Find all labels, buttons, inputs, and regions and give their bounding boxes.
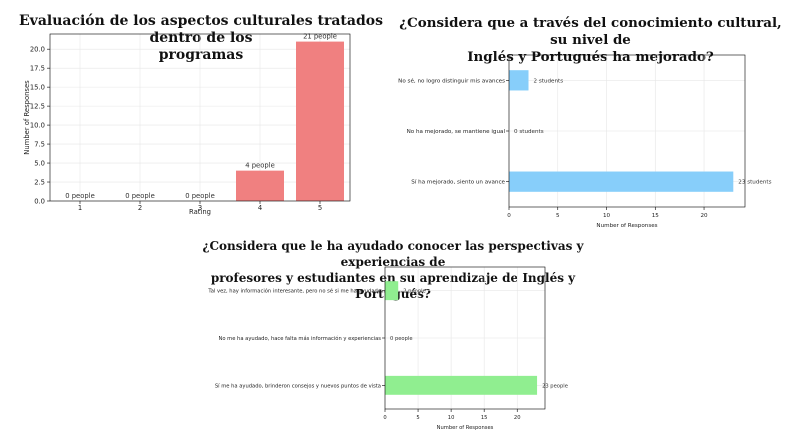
chart3-data-label: 2 people [403,289,426,295]
chart1-ytick-label: 10.0 [30,122,45,130]
chart1-ytick-label: 2.5 [34,179,45,187]
chart1-ytick-label: 7.5 [34,141,45,149]
chart2-data-label: 0 students [514,129,544,135]
chart2-xlabel: Number of Responses [596,223,657,229]
chart3-xlabel: Number of Responses [437,425,494,431]
chart1-data-label: 0 people [125,192,155,200]
chart3-category-label: Tal vez, hay información interesante, pe… [207,288,381,295]
chart1-title-line2: programas [158,47,244,63]
chart2-xtick-label: 0 [507,213,511,219]
chart2-title: ¿Considera que a través del conocimiento… [398,15,783,66]
chart2-title-line1: ¿Considera que a través del conocimiento… [399,15,782,48]
chart1-xtick-label: 3 [198,204,202,212]
chart3-bar-0 [385,281,399,301]
chart2-xtick-label: 5 [556,213,560,219]
chart2-plot-frame [508,54,746,208]
chart3-data-label: 23 people [542,383,568,389]
chart1-data-label: 0 people [65,192,95,200]
chart2-bar-2 [509,171,734,192]
chart2-data-label: 23 students [738,180,771,186]
chart3-category-label: Sí me ha ayudado, brinderon consejos y n… [215,382,381,389]
chart1-xtick-label: 1 [78,204,82,212]
chart1-xtick-label: 2 [138,204,142,212]
chart3-xtick-label: 20 [514,415,521,421]
chart3-xtick-label: 5 [416,415,419,421]
chart1-xlabel: Rating [189,208,211,216]
chart1-ytick-label: 12.5 [30,103,45,111]
chart2-category-label: No sé, no logro distinguir mis avances [398,77,505,84]
chart1-ytick-label: 20.0 [30,46,45,54]
chart1-ytick-label: 0.0 [34,198,45,206]
chart1-xtick-label: 5 [318,204,322,212]
chart2-data-label: 2 students [534,78,564,84]
chart3-xtick-label: 0 [383,415,386,421]
chart3-data-label: 0 people [390,336,413,342]
chart1-ytick-label: 17.5 [30,65,45,73]
chart1-data-label: 0 people [185,192,215,200]
chart3-xtick-label: 10 [448,415,455,421]
chart1-bar-4 [236,170,284,201]
chart2-bar-0 [509,70,529,91]
chart1-ytick-label: 15.0 [30,84,45,92]
chart2-title-line2: Inglés y Portugués ha mejorado? [467,49,714,65]
chart1-data-label: 21 people [303,33,337,41]
chart2-xtick-label: 10 [603,213,611,219]
chart1-ytick-label: 5.0 [34,160,45,168]
chart1-plot-frame [49,33,351,202]
chart3-category-label: No me ha ayudado, hace falta más informa… [218,335,381,342]
chart1-ylabel: Number of Responses [23,80,31,155]
chart2-xtick-label: 15 [652,213,660,219]
chart3-plot-frame [384,266,546,410]
chart1-data-label: 4 people [245,162,275,170]
chart3-title-line1: ¿Considera que le ha ayudado conocer las… [202,239,584,269]
chart2-category-label: Sí ha mejorado, siento un avance [411,179,505,186]
chart3-bar-2 [385,375,538,395]
chart3-xtick-label: 15 [481,415,488,421]
chart1-bar-5 [296,41,344,201]
chart2-xtick-label: 20 [700,213,708,219]
chart1-xtick-label: 4 [258,204,262,212]
chart2-category-label: No ha mejorado, se mantiene igual [407,129,506,135]
